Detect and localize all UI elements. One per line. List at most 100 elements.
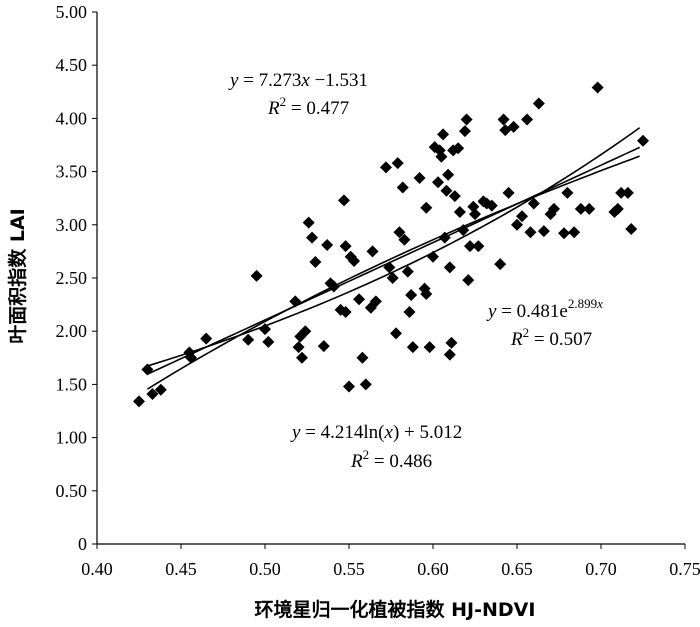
data-point: [259, 323, 271, 336]
data-point: [317, 340, 330, 353]
data-point: [306, 231, 319, 244]
data-point: [295, 351, 308, 364]
data-point: [321, 239, 334, 252]
linear-fit-line: [147, 146, 640, 375]
data-point: [469, 208, 481, 221]
data-point: [337, 194, 350, 207]
data-point: [393, 226, 406, 239]
data-point: [420, 287, 433, 300]
data-point: [621, 186, 634, 199]
data-point: [200, 332, 213, 345]
data-point: [420, 201, 433, 214]
data-point: [558, 227, 571, 240]
data-point: [398, 233, 411, 246]
x-tick-label: 0.45: [165, 559, 197, 579]
data-point: [339, 240, 352, 253]
x-tick-label: 0.40: [81, 559, 113, 579]
data-point: [289, 295, 302, 308]
data-point: [502, 186, 515, 199]
y-tick-label: 1.50: [56, 374, 88, 394]
data-point: [442, 168, 455, 181]
data-point: [133, 395, 145, 408]
data-point: [383, 261, 396, 274]
y-axis-title: 叶面积指数 LAI: [6, 208, 29, 344]
logarithmic-fit-line: [146, 155, 640, 390]
data-point: [472, 240, 485, 253]
data-point: [561, 186, 574, 199]
data-point: [413, 171, 426, 184]
x-tick-label: 0.75: [669, 559, 700, 579]
data-points: [133, 81, 649, 408]
y-tick-label: 2.50: [56, 268, 88, 288]
annotations: y = 7.273x −1.531 R2 = 0.477 y = 0.481e2…: [228, 70, 603, 472]
y-tick-label: 2.00: [56, 321, 88, 341]
data-point: [141, 363, 154, 376]
data-point: [390, 327, 403, 340]
data-point: [262, 335, 275, 348]
data-point: [521, 113, 534, 126]
data-point: [457, 224, 470, 237]
data-point: [463, 240, 476, 253]
data-point: [379, 161, 392, 174]
data-point: [366, 245, 379, 258]
data-point: [443, 348, 456, 361]
data-point: [391, 157, 404, 170]
data-point: [527, 197, 540, 210]
data-point: [453, 206, 466, 219]
y-tick-label: 4.50: [56, 55, 88, 75]
data-point: [242, 333, 255, 346]
data-point: [499, 124, 512, 137]
data-point: [432, 176, 445, 189]
x-tick-label: 0.50: [249, 559, 281, 579]
data-point: [615, 186, 628, 199]
x-tick-label: 0.60: [417, 559, 449, 579]
data-point: [516, 210, 529, 223]
data-point: [448, 190, 461, 203]
data-point: [443, 261, 456, 274]
data-point: [494, 258, 507, 271]
data-point: [339, 306, 352, 319]
logarithmic-r-squared: R2 = 0.486: [350, 447, 432, 472]
data-point: [405, 289, 418, 302]
data-point: [396, 181, 409, 194]
data-point: [348, 254, 361, 267]
data-point: [302, 216, 315, 229]
data-point: [146, 387, 159, 400]
data-point: [299, 325, 312, 338]
data-point: [537, 225, 550, 238]
linear-equation: y = 7.273x −1.531: [228, 70, 368, 91]
data-point: [462, 274, 475, 287]
data-point: [452, 142, 465, 155]
logarithmic-equation: y = 4.214ln(x) + 5.012: [290, 422, 462, 443]
data-point: [423, 341, 436, 354]
data-point: [524, 226, 537, 239]
data-point: [343, 380, 355, 393]
data-point: [547, 202, 560, 215]
axes: 0.40 0.45 0.50 0.55 0.60 0.65 0.70 0.75 0 0.50 1.0…: [56, 2, 700, 579]
data-point: [574, 202, 587, 215]
exponential-equation: y = 0.481e2.899x: [486, 296, 603, 322]
y-tick-label: 5.00: [56, 2, 88, 22]
data-point: [440, 184, 453, 197]
data-point: [511, 218, 523, 231]
data-point: [485, 199, 498, 212]
data-point: [427, 250, 439, 263]
data-point: [353, 293, 366, 306]
exponential-fit-line: [147, 127, 641, 367]
data-point: [445, 336, 458, 349]
y-tick-label: 4.00: [56, 108, 88, 128]
data-point: [458, 125, 471, 138]
fit-lines: [146, 127, 641, 390]
data-point: [356, 351, 369, 364]
data-point: [327, 280, 340, 293]
y-tick-label: 0: [78, 534, 87, 554]
data-point: [435, 150, 448, 163]
y-tick-label: 1.00: [56, 428, 88, 448]
data-point: [154, 383, 167, 396]
data-point: [369, 295, 382, 308]
x-tick-label: 0.65: [501, 559, 533, 579]
y-tick-label: 3.50: [56, 162, 88, 182]
data-point: [507, 120, 520, 133]
